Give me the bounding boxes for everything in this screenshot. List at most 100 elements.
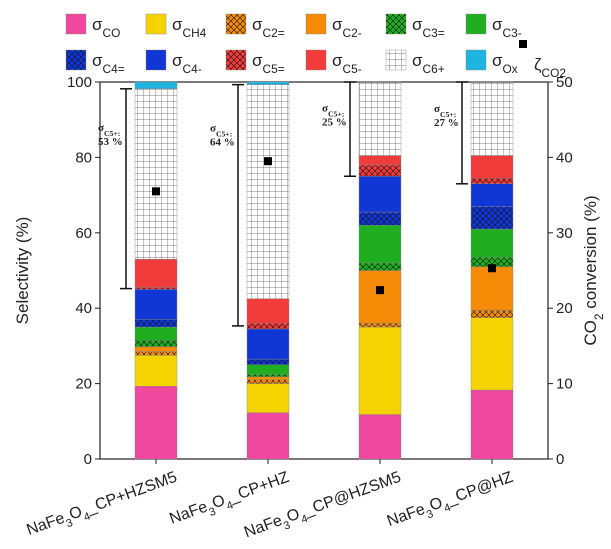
legend-label: σCO (92, 15, 120, 40)
bar-segment (358, 155, 402, 166)
conversion-marker (264, 157, 272, 166)
bar-segment (134, 289, 178, 320)
bar-segment (134, 351, 178, 356)
bar-segment (134, 287, 178, 290)
y2-tick-label: 40 (556, 149, 573, 166)
x-tick-label: NaFe3O4_CP@HZ (385, 469, 517, 535)
bar-segment (134, 340, 178, 347)
legend-swatch (465, 13, 487, 35)
bar-segment (470, 389, 514, 460)
x-tick-label: NaFe3O4_CP+HZSM5 (24, 469, 181, 544)
bar-segment (246, 328, 290, 360)
y2-tick-label: 0 (556, 451, 564, 468)
legend-label: σC6+ (412, 51, 445, 76)
y-tick-label: 20 (75, 376, 92, 393)
bar-segment (134, 326, 178, 341)
annotation-value: 25 % (322, 116, 347, 128)
legend-label: σC4- (172, 51, 202, 76)
bar-segment (470, 81, 514, 156)
legend-swatch (65, 49, 87, 71)
bar-segment (358, 81, 402, 156)
y-axis-label: Selectivity (%) (13, 217, 32, 325)
y2-tick-label: 50 (556, 74, 573, 91)
bar-segment (246, 323, 290, 330)
bar-segment (134, 346, 178, 352)
bar-segment (470, 317, 514, 391)
legend-label: σCH4 (172, 15, 207, 40)
bar-segment (134, 355, 178, 387)
legend-label: σC2- (332, 15, 362, 40)
bar-segment (470, 155, 514, 179)
bar-segment (246, 81, 290, 85)
bar-segment (246, 358, 290, 365)
bar-segment (246, 412, 290, 460)
legend-label: σC2= (252, 15, 285, 40)
bar-segment (358, 164, 402, 177)
legend-label: σC5= (252, 51, 285, 76)
bar-segment (470, 183, 514, 207)
legend-swatch (465, 49, 487, 71)
legend-label: σOx (492, 51, 518, 76)
bar-segment (246, 364, 290, 375)
annotation-value: 53 % (98, 136, 123, 148)
bar-segment (470, 177, 514, 184)
legend-swatch (225, 49, 247, 71)
bar-segment (470, 309, 514, 318)
bar-segment (470, 206, 514, 230)
bar-segment (358, 323, 402, 328)
bar-segment (134, 88, 178, 260)
bar-segment (246, 84, 290, 299)
legend-label: ζCO2 (534, 55, 566, 80)
legend-marker (519, 40, 527, 48)
annotation-label: σC5+: (210, 123, 232, 139)
annotation-label: σC5+: (98, 122, 120, 138)
bar-segment (358, 326, 402, 415)
annotation-value: 64 % (210, 137, 235, 149)
bar-segment (358, 414, 402, 460)
bar-segment (134, 258, 178, 288)
legend-label: σC5- (332, 51, 362, 76)
plot-frame (99, 81, 549, 460)
bar-segment (358, 225, 402, 264)
bar-segment (470, 266, 514, 311)
annotation-value: 27 % (434, 117, 459, 129)
legend-swatch (385, 49, 407, 71)
legend-swatch (145, 49, 167, 71)
legend-label: σC3- (492, 15, 522, 40)
bar-segment (246, 298, 290, 324)
legend-swatch (145, 13, 167, 35)
conversion-marker (152, 187, 160, 196)
bar-segment (246, 376, 290, 381)
y-tick-label: 0 (84, 451, 92, 468)
bar-segment (134, 81, 178, 89)
bar-segment (358, 270, 402, 324)
y2-axis-label: CO2 conversion (%) (581, 195, 606, 345)
legend-swatch (305, 49, 327, 71)
legend-label: σC4= (92, 51, 125, 76)
y-tick-label: 80 (75, 149, 92, 166)
bar-segment (134, 319, 178, 328)
legend-swatch (305, 13, 327, 35)
conversion-marker (488, 264, 496, 273)
legend-label: σC3= (412, 15, 445, 40)
y2-tick-label: 10 (556, 376, 573, 393)
annotation-label: σC5+: (434, 103, 456, 119)
legend-swatch (385, 13, 407, 35)
bar-segment (358, 176, 402, 213)
bar-segment (358, 262, 402, 271)
bar-segment (246, 383, 290, 413)
bar-segment (246, 373, 290, 378)
bar-segment (134, 386, 178, 460)
bar-segment (246, 379, 290, 384)
conversion-marker (376, 286, 384, 295)
y-tick-label: 40 (75, 300, 92, 317)
bar-segment (470, 228, 514, 258)
y2-tick-label: 20 (556, 300, 573, 317)
legend-swatch (225, 13, 247, 35)
legend-swatch (65, 13, 87, 35)
bar-segment (358, 211, 402, 226)
y-tick-label: 60 (75, 225, 92, 242)
y2-tick-label: 30 (556, 225, 573, 242)
annotation-label: σC5+: (322, 102, 344, 118)
